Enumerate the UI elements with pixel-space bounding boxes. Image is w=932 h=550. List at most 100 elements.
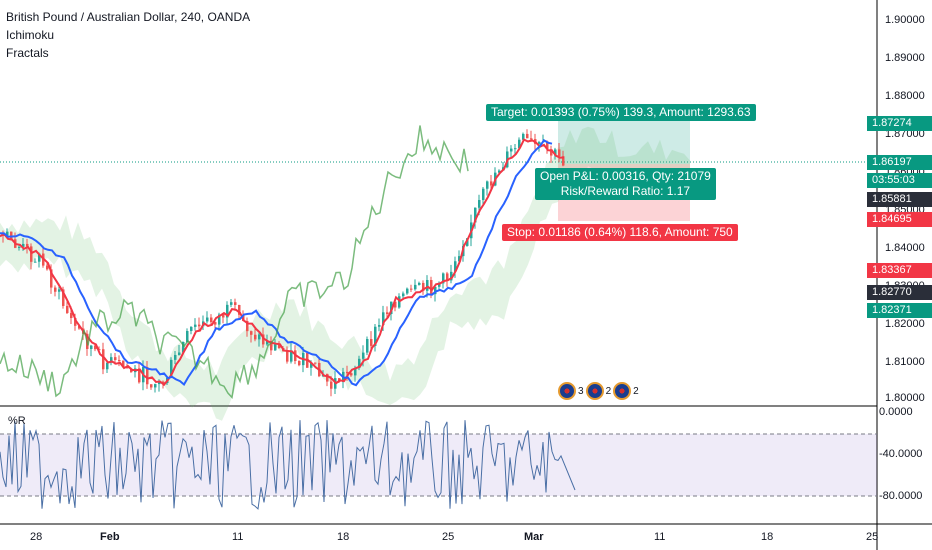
candle-body [430,280,433,295]
time-tick: 11 [232,531,244,543]
price-tick: 1.89000 [885,52,925,64]
candle-body [554,149,557,156]
candle-body [558,149,561,157]
candle-body [194,324,197,327]
candle-body [138,368,141,383]
candle-body [50,269,53,288]
conversion-line-tag: 1.85881 [867,192,932,207]
candle-body [514,148,517,150]
target-zone [558,119,690,164]
indicator-ichimoku[interactable]: Ichimoku [6,28,55,42]
candle-body [206,317,209,322]
candle-body [258,334,261,340]
open-pnl-text: Open P&L: 0.00316, Qty: 21079 [540,169,711,183]
economic-events[interactable]: 3 2 2 [558,382,639,400]
candle-body [262,334,265,345]
uk-flag-icon[interactable] [558,382,576,400]
risk-reward-text: Risk/Reward Ratio: 1.17 [560,184,691,198]
price-tick: 1.81000 [885,356,925,368]
lagging-span [0,125,469,400]
span-a-tag: 1.82371 [867,303,932,318]
candle-body [398,296,401,308]
candle-body [410,288,413,290]
candle-body [286,351,289,362]
candle-body [374,326,377,346]
candle-body [274,344,277,351]
candle-body [394,301,397,308]
ichimoku-cloud [0,126,690,421]
candle-body [290,350,293,362]
candle-body [498,170,501,173]
candle-body [414,284,417,290]
candle-body [298,361,301,366]
price-tick: 1.82000 [885,318,925,330]
candle-body [538,142,541,144]
candle-body [482,188,485,201]
candle-body [450,271,453,281]
candle-body [270,340,273,351]
candle-body [426,280,429,291]
candle-body [362,352,365,359]
wr-tick: 0.0000 [879,406,913,418]
candle-body [358,358,361,369]
chart-legend: British Pound / Australian Dollar, 240, … [6,8,250,62]
candle-body [170,359,173,378]
candle-body [510,148,513,152]
target-price-tag: 1.87274 [867,116,932,131]
candle-body [330,381,333,389]
candle-body [458,256,461,262]
candle-body [34,261,37,263]
candle-body [382,312,385,326]
candle-body [230,302,233,305]
stop-price-tag: 1.84695 [867,212,932,227]
candle-body [526,133,529,139]
candle-body [478,200,481,208]
symbol-title[interactable]: British Pound / Australian Dollar, 240, … [6,10,251,24]
williams-r-label[interactable]: %R [8,415,26,427]
candle-body [446,273,449,281]
base-line-tag: 1.83367 [867,263,932,278]
candle-body [366,339,369,353]
candle-body [466,238,469,246]
stop-label[interactable]: Stop: 0.01186 (0.64%) 118.6, Amount: 750 [502,224,738,241]
candle-body [102,349,105,370]
candle-body [254,334,257,340]
candle-body [114,357,117,361]
candle-body [126,367,129,369]
candle-body [226,304,229,318]
candle-body [6,231,9,236]
candle-body [46,265,49,270]
open-pnl-label[interactable]: Open P&L: 0.00316, Qty: 21079 Risk/Rewar… [535,168,716,200]
candle-body [214,322,217,325]
time-tick: 25 [866,531,879,543]
candle-body [150,384,153,388]
candle-body [522,133,525,140]
candle-body [386,312,389,315]
candle-body [530,138,533,140]
candle-body [30,246,33,262]
wr-tick: -80.0000 [879,490,923,502]
candle-body [18,246,21,248]
candle-body [2,235,5,236]
price-tick: 1.90000 [885,14,925,26]
current-price-tag: 1.86197 [867,155,932,170]
candle-body [238,305,241,315]
candle-body [218,314,221,325]
candle-body [350,373,353,376]
australia-flag-icon[interactable] [613,382,632,400]
australia-flag-icon[interactable] [585,382,604,400]
candle-body [278,344,281,349]
candle-body [550,149,553,156]
indicator-fractals[interactable]: Fractals [6,46,49,60]
candle-body [106,362,109,370]
candle-body [438,283,441,287]
candle-body [174,354,177,360]
time-tick: 11 [654,531,666,543]
candle-body [178,352,181,355]
target-label[interactable]: Target: 0.01393 (0.75%) 139.3, Amount: 1… [486,104,756,121]
candle-body [546,141,549,150]
candle-body [434,286,437,295]
time-tick: 18 [337,531,350,543]
candle-body [26,243,29,247]
